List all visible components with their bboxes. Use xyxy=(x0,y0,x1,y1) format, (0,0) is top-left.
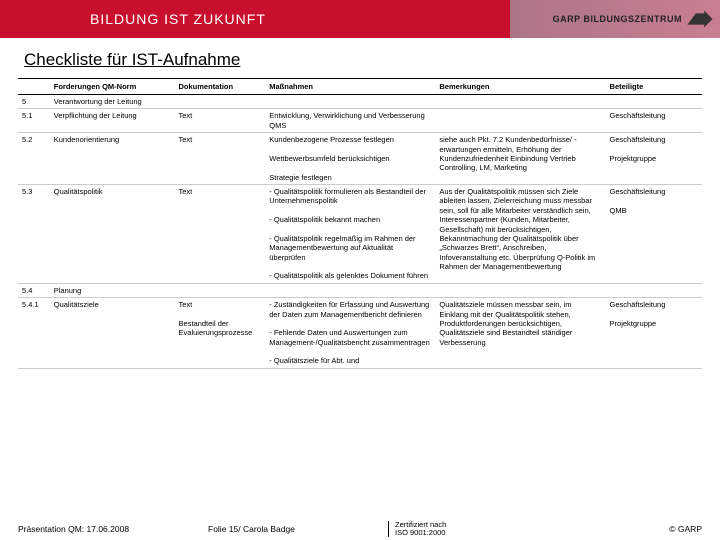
table-row: 5.4.1QualitätszieleText Bestandteil der … xyxy=(18,298,702,369)
cell-mass: Kundenbezogene Prozesse festlegen Wettbe… xyxy=(265,133,435,185)
footer-presentation: Präsentation QM: 17.06.2008 xyxy=(18,524,208,534)
cell-dok xyxy=(175,283,266,297)
cell-bet xyxy=(606,95,702,109)
cell-mass: - Qualitätspolitik formulieren als Besta… xyxy=(265,185,435,284)
footer-certification: Zertifiziert nach ISO 9001:2000 xyxy=(388,521,498,538)
cell-num: 5.3 xyxy=(18,185,50,284)
arrow-icon xyxy=(686,10,714,28)
cell-num: 5.4 xyxy=(18,283,50,297)
cell-bet: Geschäftsleitung Projektgruppe xyxy=(606,298,702,369)
footer-copyright: © GARP xyxy=(498,524,702,534)
cell-dok: Text xyxy=(175,133,266,185)
slide-page: BILDUNG IST ZUKUNFT GARP BILDUNGSZENTRUM… xyxy=(0,0,720,540)
table-row: 5.4Planung xyxy=(18,283,702,297)
col-forderungen: Forderungen QM-Norm xyxy=(50,79,175,95)
table-body: 5Verantwortung der Leitung5.1Verpflichtu… xyxy=(18,95,702,369)
cell-bem: siehe auch Pkt. 7.2 Kundenbedürfnisse/ -… xyxy=(435,133,605,185)
table-row: 5.3QualitätspolitikText- Qualitätspoliti… xyxy=(18,185,702,284)
checklist-table-wrap: Forderungen QM-Norm Dokumentation Maßnah… xyxy=(0,78,720,540)
cell-bem xyxy=(435,95,605,109)
col-bemerkungen: Bemerkungen xyxy=(435,79,605,95)
cell-num: 5.1 xyxy=(18,109,50,133)
cell-bem: Aus der Qualitätspolitik müssen sich Zie… xyxy=(435,185,605,284)
cell-ford: Verpflichtung der Leitung xyxy=(50,109,175,133)
header-motto: BILDUNG IST ZUKUNFT xyxy=(90,11,266,27)
table-header-row: Forderungen QM-Norm Dokumentation Maßnah… xyxy=(18,79,702,95)
cell-num: 5.2 xyxy=(18,133,50,185)
cell-bet: Geschäftsleitung xyxy=(606,109,702,133)
cell-num: 5 xyxy=(18,95,50,109)
cell-mass xyxy=(265,283,435,297)
cell-num: 5.4.1 xyxy=(18,298,50,369)
col-dokumentation: Dokumentation xyxy=(175,79,266,95)
cell-dok: Text xyxy=(175,185,266,284)
cell-bet xyxy=(606,283,702,297)
cell-ford: Qualitätsziele xyxy=(50,298,175,369)
cell-mass: - Zuständigkeiten für Erfassung und Ausw… xyxy=(265,298,435,369)
cell-ford: Verantwortung der Leitung xyxy=(50,95,175,109)
cell-bet: Geschäftsleitung Projektgruppe xyxy=(606,133,702,185)
cell-mass: Entwicklung, Verwirklichung und Verbesse… xyxy=(265,109,435,133)
table-row: 5.2KundenorientierungTextKundenbezogene … xyxy=(18,133,702,185)
cell-mass xyxy=(265,95,435,109)
footer-slide-info: Folie 15/ Carola Badge xyxy=(208,524,388,534)
checklist-table: Forderungen QM-Norm Dokumentation Maßnah… xyxy=(18,78,702,369)
logo-area: GARP BILDUNGSZENTRUM xyxy=(510,0,720,38)
cell-dok xyxy=(175,95,266,109)
footer: Präsentation QM: 17.06.2008 Folie 15/ Ca… xyxy=(0,518,720,540)
col-number xyxy=(18,79,50,95)
col-beteiligte: Beteiligte xyxy=(606,79,702,95)
cell-dok: Text xyxy=(175,109,266,133)
cell-ford: Kundenorientierung xyxy=(50,133,175,185)
cell-bem: Qualitätsziele müssen messbar sein, im E… xyxy=(435,298,605,369)
cell-bem xyxy=(435,283,605,297)
cert-line2: ISO 9001:2000 xyxy=(395,529,498,537)
table-row: 5Verantwortung der Leitung xyxy=(18,95,702,109)
cell-bet: Geschäftsleitung QMB xyxy=(606,185,702,284)
cell-bem xyxy=(435,109,605,133)
header-bar: BILDUNG IST ZUKUNFT GARP BILDUNGSZENTRUM xyxy=(0,0,720,38)
brand-text: GARP BILDUNGSZENTRUM xyxy=(553,14,682,24)
cell-ford: Qualitätspolitik xyxy=(50,185,175,284)
col-massnahmen: Maßnahmen xyxy=(265,79,435,95)
cell-dok: Text Bestandteil der Evaluierungsprozess… xyxy=(175,298,266,369)
page-title: Checkliste für IST-Aufnahme xyxy=(0,38,720,78)
table-row: 5.1Verpflichtung der LeitungTextEntwickl… xyxy=(18,109,702,133)
cell-ford: Planung xyxy=(50,283,175,297)
